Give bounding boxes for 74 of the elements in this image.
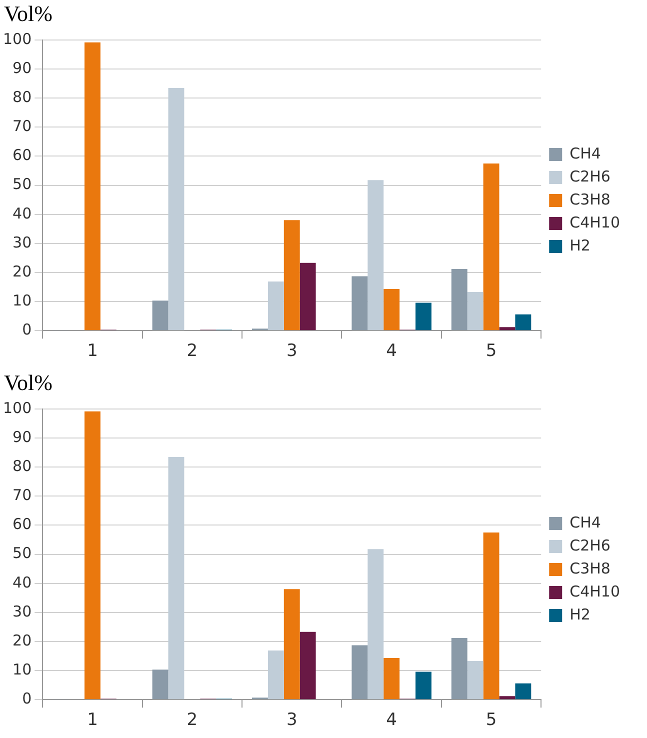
bar — [84, 42, 100, 330]
bar — [384, 658, 400, 700]
bar — [168, 456, 184, 700]
bar — [152, 300, 168, 330]
y-tick-label: 30 — [12, 233, 32, 252]
bar — [168, 88, 184, 330]
y-tick-label: 20 — [12, 262, 32, 280]
bar — [84, 411, 100, 700]
bar — [352, 645, 368, 700]
bar — [352, 276, 368, 330]
bar — [467, 292, 484, 330]
legend-label: C2H6 — [570, 167, 610, 186]
bar — [268, 650, 284, 700]
y-tick-label: 90 — [12, 58, 32, 77]
x-tick-label: 3 — [286, 710, 298, 730]
legend-label: H2 — [570, 236, 590, 254]
y-tick-label: 70 — [12, 486, 32, 504]
bar — [268, 281, 284, 330]
bar — [451, 638, 468, 700]
y-axis-title: Vol% — [3, 0, 54, 28]
legend-label: CH4 — [570, 144, 601, 162]
x-tick-label: 4 — [386, 710, 397, 730]
x-tick-label: 4 — [386, 341, 397, 362]
y-tick-label: 20 — [12, 631, 32, 650]
y-tick-label: 50 — [12, 175, 32, 194]
y-tick-label: 80 — [12, 457, 32, 476]
y-tick-label: 70 — [12, 117, 32, 136]
legend-label: C4H10 — [570, 582, 620, 600]
y-tick-label: 100 — [2, 398, 32, 417]
y-tick-label: 40 — [12, 204, 32, 222]
bar — [467, 660, 484, 700]
bar — [368, 180, 384, 330]
x-tick-label: 3 — [286, 341, 298, 362]
bar — [300, 262, 316, 330]
x-tick-label: 5 — [486, 341, 497, 362]
x-tick-label: 5 — [486, 710, 497, 730]
y-tick-label: 40 — [12, 573, 32, 592]
y-tick-label: 60 — [12, 146, 32, 164]
y-tick-label: 10 — [12, 660, 32, 678]
y-tick-label: 0 — [22, 689, 32, 708]
legend-label: H2 — [570, 605, 590, 624]
y-tick-label: 50 — [12, 544, 32, 562]
y-tick-label: 60 — [12, 515, 32, 534]
bar — [515, 314, 532, 330]
bar — [152, 670, 168, 700]
bar — [515, 683, 532, 700]
bar — [483, 164, 500, 330]
x-tick-label: 1 — [87, 341, 98, 362]
bar — [416, 672, 432, 700]
legend-label: C4H10 — [570, 213, 620, 232]
x-tick-label: 2 — [186, 710, 198, 730]
bar — [300, 632, 316, 700]
bar — [384, 289, 400, 330]
legend-label: C3H8 — [570, 190, 610, 208]
x-tick-label: 2 — [186, 341, 198, 362]
bar — [451, 268, 468, 330]
y-tick-label: 0 — [22, 320, 32, 338]
y-tick-label: 100 — [2, 30, 32, 48]
y-tick-label: 10 — [12, 291, 32, 310]
bar — [284, 589, 300, 700]
y-tick-label: 30 — [12, 602, 32, 620]
bar — [483, 532, 500, 700]
bar — [416, 302, 432, 330]
bar — [499, 696, 516, 700]
y-tick-label: 90 — [12, 428, 32, 446]
bar — [284, 220, 300, 330]
x-tick-label: 1 — [87, 710, 98, 730]
y-tick-label: 80 — [12, 88, 32, 106]
legend-label: C3H8 — [570, 559, 610, 578]
legend-label: CH4 — [570, 513, 601, 532]
y-axis-title: Vol% — [3, 369, 54, 397]
legend-label: C2H6 — [570, 536, 610, 554]
bar — [368, 549, 384, 700]
bar — [499, 327, 516, 330]
